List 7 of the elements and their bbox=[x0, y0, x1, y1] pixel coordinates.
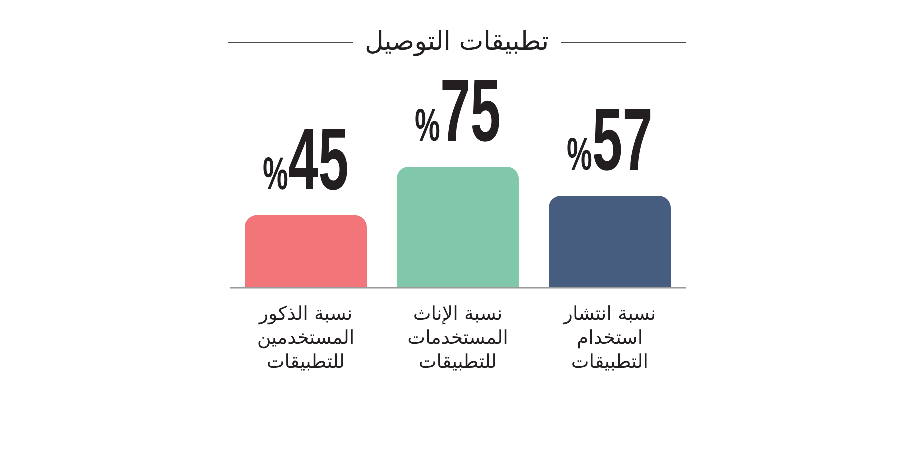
x-tick-label: نسبة انتشار استخدام التطبيقات bbox=[562, 303, 656, 373]
data-label: %75 bbox=[414, 62, 502, 160]
x-tick-label: نسبة الذكور المستخدمين للتطبيقات bbox=[257, 303, 355, 373]
data-label: %57 bbox=[566, 90, 654, 190]
x-tick-label: نسبة الإناث المستخدمات للتطبيقات bbox=[408, 303, 508, 373]
data-label: %45 bbox=[262, 110, 350, 209]
chart-title: تطبيقات التوصيل bbox=[364, 26, 550, 59]
